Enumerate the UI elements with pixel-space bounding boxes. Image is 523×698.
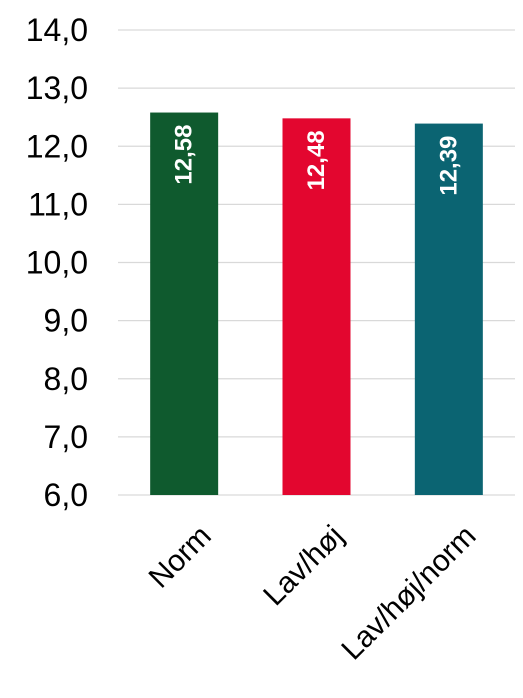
y-tick-label: 12,0: [26, 128, 88, 164]
y-tick-label: 10,0: [26, 245, 88, 281]
bar: [282, 118, 351, 495]
bar: [150, 112, 219, 495]
bar-value-label: 12,39: [435, 136, 462, 196]
y-axis-tick-labels: 6,0 7,0 8,0 9,0 10,0 11,0 12,0 13,0 14,0: [26, 12, 88, 513]
x-category-label: Lav/høj/norm: [335, 519, 482, 666]
y-tick-label: 13,0: [26, 70, 88, 106]
y-tick-label: 14,0: [26, 12, 88, 48]
y-tick-label: 11,0: [28, 186, 88, 222]
y-tick-label: 6,0: [44, 477, 88, 513]
bar-value-label: 12,48: [303, 130, 330, 190]
bars: [150, 112, 483, 496]
y-tick-label: 8,0: [44, 361, 88, 397]
y-tick-label: 9,0: [44, 303, 88, 339]
bar: [414, 123, 483, 496]
bar-value-labels: 12,58 12,48 12,39: [171, 125, 463, 196]
y-tick-label: 7,0: [44, 419, 88, 455]
x-category-label: Norm: [143, 519, 218, 594]
bar-value-label: 12,58: [171, 125, 198, 185]
x-category-label: Lav/høj: [257, 519, 350, 612]
